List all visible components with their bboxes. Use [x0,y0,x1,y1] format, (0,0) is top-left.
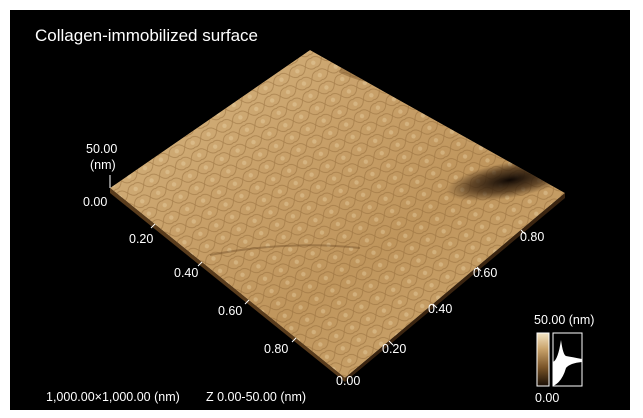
color-scale-min-label: 0.00 [535,391,560,405]
z-axis-min-label: 0.00 [83,195,108,209]
right-axis-tick-label: 0.00 [336,374,361,388]
left-axis-tick-label: 0.20 [129,232,154,246]
right-axis-tick-label: 0.40 [428,302,453,316]
right-axis-tick-label: 0.60 [473,266,498,280]
color-scale-bar [536,332,550,387]
z-axis-max-label: 50.00 [86,142,118,156]
image-title: Collagen-immobilized surface [35,26,258,45]
left-axis-ticks [150,223,297,343]
surface-left-edge [110,188,345,382]
z-axis-unit-label: (nm) [90,158,116,172]
afm-3d-surface [109,50,583,387]
left-axis-tick-label: 0.60 [218,304,243,318]
right-axis-ticks [388,229,526,346]
surface-right-edge [345,193,565,382]
scan-size-label: 1,000.00×1,000.00 (nm) [46,390,180,404]
right-axis-tick-label: 0.80 [520,230,545,244]
z-range-label: Z 0.00-50.00 (nm) [206,390,307,404]
color-scale-max-label: 50.00 (nm) [534,313,595,327]
right-axis-tick-label: 0.20 [382,342,407,356]
afm-image-frame: Collagen-immobilized surface 50.00 (nm) … [10,10,630,410]
left-axis-tick-label: 0.80 [264,342,289,356]
left-axis-tick-label: 0.40 [174,266,199,280]
surface-texture [110,50,565,378]
height-histogram [553,340,582,386]
